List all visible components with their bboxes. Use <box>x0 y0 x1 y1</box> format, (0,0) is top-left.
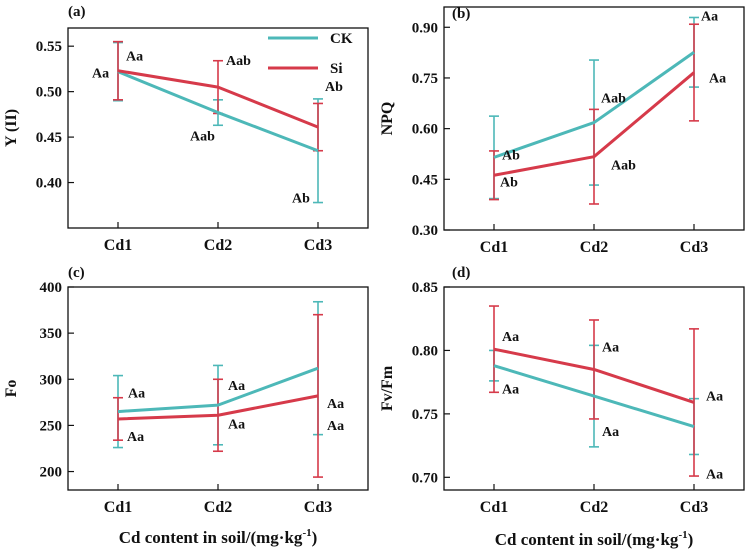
y-tick-label: 200 <box>40 465 63 481</box>
legend-label-Si: Si <box>330 61 343 77</box>
y-tick-label: 0.85 <box>412 280 438 296</box>
significance-label: Ab <box>325 80 343 95</box>
x-tick-label: Cd2 <box>204 237 232 254</box>
series-Si <box>489 23 699 205</box>
significance-label: Aa <box>701 9 718 24</box>
significance-label: Aa <box>92 67 109 82</box>
y-axis-title: NPQ <box>379 102 396 136</box>
y-tick-label: 0.70 <box>412 470 438 486</box>
significance-label: Aa <box>709 72 726 87</box>
x-tick-label: Cd1 <box>480 499 508 516</box>
significance-label: Aa <box>228 379 245 394</box>
y-tick-label: 0.30 <box>412 223 438 239</box>
significance-label: Aa <box>128 387 145 402</box>
significance-label: Aab <box>226 54 251 69</box>
y-tick-label: 0.55 <box>36 39 62 55</box>
significance-label: Aa <box>327 419 344 434</box>
significance-label: Ab <box>292 192 310 207</box>
panel-label: (c) <box>68 265 85 281</box>
panel-label: (a) <box>68 4 86 20</box>
significance-label: Aa <box>126 50 143 65</box>
significance-label: Aa <box>602 340 619 355</box>
y-tick-label: 0.80 <box>412 343 438 359</box>
significance-label: Aa <box>502 330 519 345</box>
series-Si <box>489 305 699 477</box>
y-tick-label: 0.90 <box>412 20 438 36</box>
x-tick-label: Cd3 <box>304 237 332 254</box>
panel-label: (b) <box>452 6 470 22</box>
y-axis-title: Fv/Fm <box>379 365 396 411</box>
legend-label-CK: CK <box>330 31 353 47</box>
x-axis-title: Cd content in soil/(mg·kg-1) <box>495 529 694 549</box>
y-axis-title: Fo <box>3 380 20 398</box>
y-tick-label: 0.50 <box>36 85 62 101</box>
y-tick-label: 0.75 <box>412 407 438 423</box>
panel-label: (d) <box>452 265 470 281</box>
y-tick-label: 400 <box>40 280 63 296</box>
y-tick-label: 0.45 <box>36 130 62 146</box>
x-tick-label: Cd3 <box>680 499 708 516</box>
significance-label: Aa <box>127 430 144 445</box>
y-tick-label: 350 <box>40 326 63 342</box>
chart-panel-a: 0.40 0.45 0.50 0.55 Cd1 Cd2 Cd3 Y (II) (a) Aa Aab A… <box>3 4 369 254</box>
x-tick-label: Cd3 <box>304 499 332 516</box>
y-axis-title: Y (II) <box>3 109 20 147</box>
y-tick-label: 0.45 <box>412 172 438 188</box>
significance-label: Aab <box>601 92 626 107</box>
y-tick-label: 250 <box>40 418 63 434</box>
significance-label: Aa <box>502 383 519 398</box>
series-Si <box>113 40 323 152</box>
y-tick-label: 0.40 <box>36 176 62 192</box>
x-tick-label: Cd1 <box>104 499 132 516</box>
significance-label: Aa <box>602 425 619 440</box>
x-tick-label: Cd2 <box>580 239 608 256</box>
chart-panel-d: 0.70 0.75 0.80 0.85 Cd1 Cd2 Cd3 Fv/Fm (d) Aa Aa Aa A… <box>379 265 745 516</box>
y-tick-label: 0.60 <box>412 122 438 138</box>
x-axis-title: Cd content in soil/(mg·kg-1) <box>119 527 318 547</box>
plot-frame <box>67 27 369 229</box>
y-tick-label: 0.75 <box>412 71 438 87</box>
x-tick-label: Cd3 <box>680 239 708 256</box>
chart-panel-c: 200 250 300 350 400 Cd1 Cd2 Cd3 Fo (c) Aa Aa Aa Aa Aa A… <box>3 265 369 516</box>
significance-label: Aa <box>706 468 723 483</box>
significance-label: Ab <box>502 148 520 163</box>
significance-label: Aab <box>611 159 636 174</box>
significance-label: Ab <box>500 175 518 190</box>
significance-label: Aab <box>190 130 215 145</box>
significance-label: Aa <box>706 389 723 404</box>
x-tick-label: Cd2 <box>580 499 608 516</box>
y-tick-label: 300 <box>40 372 63 388</box>
significance-label: Aa <box>327 397 344 412</box>
x-tick-label: Cd1 <box>480 239 508 256</box>
x-tick-label: Cd2 <box>204 499 232 516</box>
chart-panel-b: 0.30 0.45 0.60 0.75 0.90 Cd1 Cd2 Cd3 NPQ (b) Ab Aab… <box>379 6 745 256</box>
legend: CK Si <box>268 31 353 77</box>
x-tick-label: Cd1 <box>104 237 132 254</box>
significance-label: Aa <box>228 417 245 432</box>
